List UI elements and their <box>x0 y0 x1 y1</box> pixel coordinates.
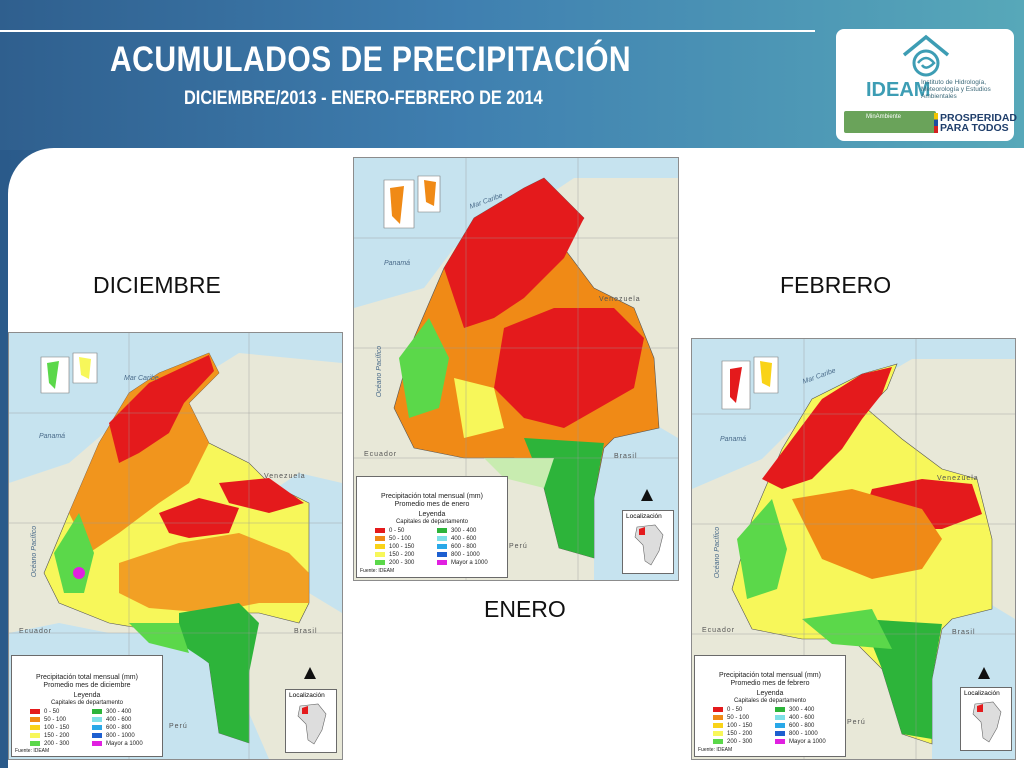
localizacion-box: Localización <box>960 687 1012 751</box>
label-mar-caribe: Mar Caribe <box>124 375 159 382</box>
legend-item: 300 - 400 <box>775 707 814 713</box>
legend-item: 300 - 400 <box>92 709 131 715</box>
legend-item: 800 - 1000 <box>437 552 480 558</box>
south-america-icon <box>972 701 1002 743</box>
page-title: ACUMULADOS DE PRECIPITACIÓN <box>110 40 632 79</box>
label-oceano: Océano Pacífico <box>376 345 384 398</box>
label-brasil: Brasil <box>294 628 318 635</box>
legend-heading: Leyenda <box>418 511 446 518</box>
flag-bar-icon <box>934 113 938 133</box>
legend-item: 400 - 600 <box>437 536 476 542</box>
label-peru: Perú <box>847 719 866 726</box>
legend-item: 300 - 400 <box>437 528 476 534</box>
legend-source: Fuente: IDEAM <box>15 748 50 754</box>
institute-name: Instituto de Hidrología, Meteorología y … <box>921 79 991 100</box>
legend-item: 400 - 600 <box>775 715 814 721</box>
legend-item: 600 - 800 <box>92 725 131 731</box>
legend-item: 200 - 300 <box>375 560 414 566</box>
localizacion-label: Localización <box>626 513 662 520</box>
label-ecuador: Ecuador <box>19 628 53 635</box>
label-venezuela: Venezuela <box>937 475 979 482</box>
north-arrow-icon <box>978 667 990 679</box>
legend-capitales: Capitales de departamento <box>395 519 469 525</box>
label-ecuador: Ecuador <box>702 627 736 634</box>
legend-source: Fuente: IDEAM <box>360 568 395 574</box>
label-ecuador: Ecuador <box>364 451 398 458</box>
title-divider <box>0 30 815 32</box>
legend-item: 50 - 100 <box>713 715 749 721</box>
legend-item: 600 - 800 <box>437 544 476 550</box>
map-diciembre: Mar Caribe Panamá Venezuela Océano Pacíf… <box>8 332 343 760</box>
map-enero: Mar Caribe Panamá Venezuela Océano Pacíf… <box>353 157 679 581</box>
legend-item: 50 - 100 <box>375 536 411 542</box>
prosperidad-logo: PROSPERIDAD PARA TODOS <box>934 112 1018 134</box>
legend-item: Mayor a 1000 <box>437 560 488 566</box>
legend-item: 150 - 200 <box>375 552 414 558</box>
legend-item: 200 - 300 <box>30 741 69 747</box>
legend-item: 200 - 300 <box>713 739 752 745</box>
legend-capitales: Capitales de departamento <box>733 698 807 704</box>
legend-capitales: Capitales de departamento <box>50 700 124 706</box>
label-panama: Panamá <box>384 260 411 267</box>
legend-item: 0 - 50 <box>30 709 59 715</box>
legend-item: 800 - 1000 <box>92 733 135 739</box>
legend-febrero: Precipitación total mensual (mm) Promedi… <box>694 655 846 757</box>
north-arrow-icon <box>641 489 653 501</box>
legend-title: Precipitación total mensual (mm) <box>719 672 821 679</box>
label-febrero: FEBRERO <box>780 272 892 298</box>
localizacion-label: Localización <box>964 690 1000 697</box>
label-panama: Panamá <box>720 436 747 443</box>
legend-item: 100 - 150 <box>375 544 414 550</box>
label-venezuela: Venezuela <box>599 296 641 303</box>
label-brasil: Brasil <box>952 629 976 636</box>
legend-item: 600 - 800 <box>775 723 814 729</box>
label-diciembre: DICIEMBRE <box>93 272 221 298</box>
label-panama: Panamá <box>39 433 66 440</box>
south-america-icon <box>634 524 664 566</box>
ideam-logo-text: IDEAM <box>866 79 931 101</box>
label-enero: ENERO <box>484 596 566 622</box>
localizacion-box: Localización <box>622 510 674 574</box>
legend-item: 100 - 150 <box>713 723 752 729</box>
legend-title: Precipitación total mensual (mm) <box>381 493 483 500</box>
legend-enero: Precipitación total mensual (mm) Promedi… <box>356 476 508 578</box>
legend-subtitle: Promedio mes de febrero <box>730 680 810 687</box>
legend-item: Mayor a 1000 <box>92 741 143 747</box>
legend-item: Mayor a 1000 <box>775 739 826 745</box>
ministry-logo: MinAmbiente <box>844 111 936 133</box>
label-oceano: Océano Pacífico <box>714 526 722 579</box>
legend-item: 0 - 50 <box>375 528 404 534</box>
legend-item: 0 - 50 <box>713 707 742 713</box>
legend-heading: Leyenda <box>73 692 101 699</box>
label-venezuela: Venezuela <box>264 473 306 480</box>
legend-item: 800 - 1000 <box>775 731 818 737</box>
legend-title: Precipitación total mensual (mm) <box>36 674 138 681</box>
legend-item: 150 - 200 <box>30 733 69 739</box>
localizacion-label: Localización <box>289 692 325 699</box>
south-america-icon <box>297 703 327 745</box>
legend-subtitle: Promedio mes de diciembre <box>43 682 131 689</box>
label-peru: Perú <box>169 723 188 730</box>
page-subtitle: DICIEMBRE/2013 - ENERO-FEBRERO DE 2014 <box>184 88 543 109</box>
legend-item: 100 - 150 <box>30 725 69 731</box>
legend-item: 400 - 600 <box>92 717 131 723</box>
map-febrero: Mar Caribe Panamá Venezuela Océano Pacíf… <box>691 338 1016 760</box>
prosperidad-text: PROSPERIDAD PARA TODOS <box>940 112 1018 134</box>
label-peru: Perú <box>509 543 528 550</box>
legend-item: 150 - 200 <box>713 731 752 737</box>
legend-item: 50 - 100 <box>30 717 66 723</box>
ministry-name: MinAmbiente <box>866 114 902 120</box>
legend-diciembre: Precipitación total mensual (mm) Promedi… <box>11 655 163 757</box>
label-brasil: Brasil <box>614 453 638 460</box>
ideam-logo-box: IDEAM Instituto de Hidrología, Meteorolo… <box>836 29 1018 141</box>
ideam-swirl-icon <box>902 34 950 77</box>
north-arrow-icon <box>304 667 316 679</box>
legend-source: Fuente: IDEAM <box>698 747 733 753</box>
legend-heading: Leyenda <box>756 690 784 697</box>
label-oceano: Océano Pacífico <box>31 525 39 578</box>
legend-subtitle: Promedio mes de enero <box>394 501 470 508</box>
localizacion-box: Localización <box>285 689 337 753</box>
